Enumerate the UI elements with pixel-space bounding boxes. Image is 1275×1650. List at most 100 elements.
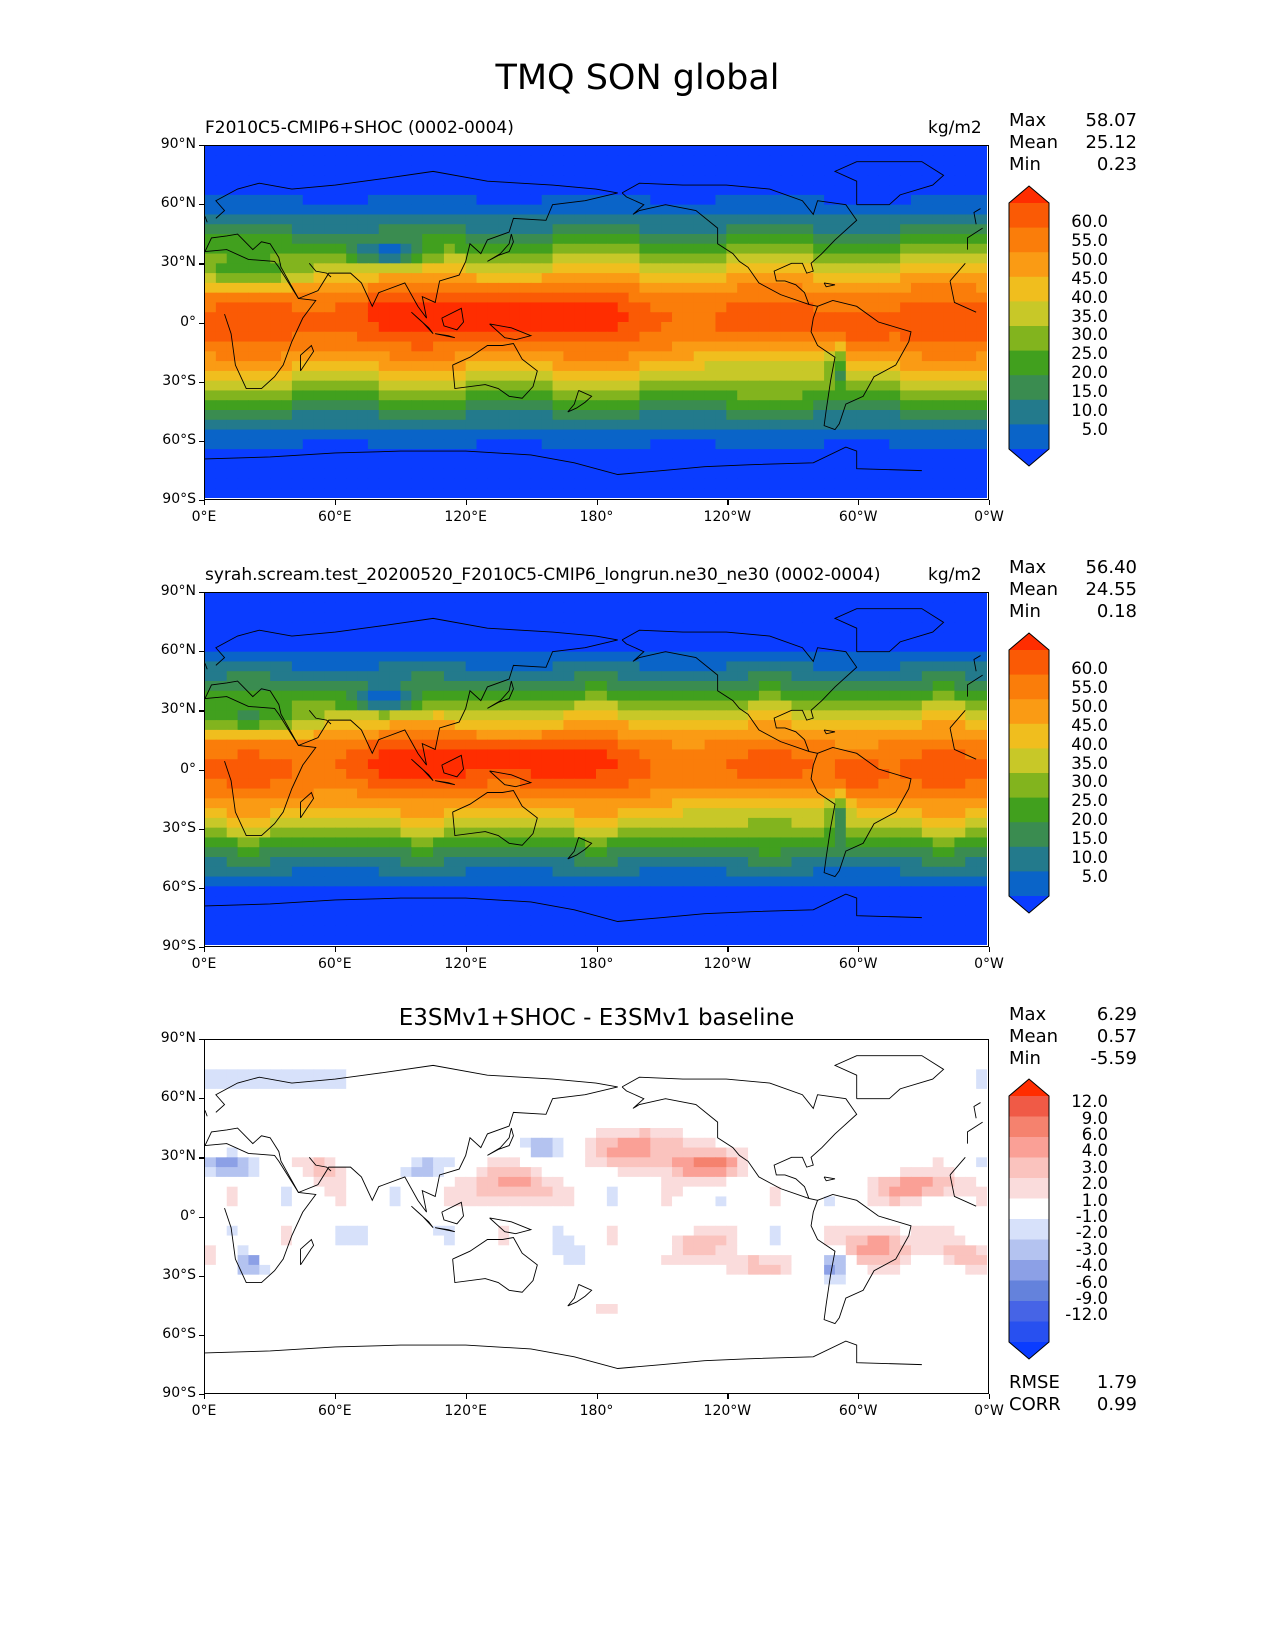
coastline (823, 282, 836, 288)
field-cell (965, 622, 977, 633)
field-cell (845, 817, 858, 829)
field-cell (509, 214, 521, 225)
field-cell (758, 729, 771, 741)
field-cell (552, 847, 565, 858)
field-cell (454, 429, 467, 440)
field-cell (302, 827, 315, 839)
field-cell (845, 720, 858, 731)
field-cell (758, 312, 771, 323)
field-cell (889, 896, 901, 907)
field-cell (834, 302, 847, 313)
field-cell (682, 194, 695, 206)
field-cell (758, 175, 771, 186)
field-cell (259, 837, 271, 848)
field-cell (758, 769, 771, 780)
field-cell (574, 234, 586, 245)
field-cell (378, 905, 391, 917)
field-cell (737, 419, 749, 431)
field-cell (281, 370, 293, 382)
field-cell (476, 194, 488, 206)
field-cell (748, 302, 760, 313)
field-cell (682, 651, 695, 663)
field-cell (628, 602, 641, 614)
field-cell (498, 827, 510, 839)
field-cell (802, 720, 814, 731)
field-cell (270, 720, 282, 731)
field-cell (650, 478, 662, 489)
field-cell (389, 155, 402, 167)
field-cell (748, 292, 760, 304)
field-cell (910, 165, 923, 176)
field-cell (585, 651, 597, 663)
field-cell (650, 380, 662, 392)
field-cell (932, 769, 945, 780)
field-cell (443, 700, 456, 711)
field-cell (878, 155, 890, 167)
field-cell (530, 847, 543, 858)
field-cell (443, 214, 456, 225)
field-cell (302, 690, 315, 702)
field-cell (737, 322, 749, 333)
field-cell (954, 224, 966, 235)
field-cell (617, 622, 630, 633)
field-cell (302, 739, 315, 751)
field-cell (910, 292, 923, 304)
field-cell (639, 214, 651, 225)
field-cell (563, 622, 575, 633)
field-cell (596, 351, 608, 362)
field-cell (650, 282, 662, 294)
field-cell (650, 896, 662, 907)
field-cell (313, 661, 326, 672)
field-cell (389, 468, 402, 480)
field-cell (585, 194, 597, 206)
field-cell (845, 798, 858, 809)
field-cell (302, 700, 315, 711)
field-cell (639, 224, 651, 235)
field-cell (498, 488, 510, 498)
field-cell (628, 204, 641, 216)
field-cell (498, 400, 510, 411)
field-cell (943, 146, 956, 157)
field-cell (302, 759, 315, 770)
field-cell (704, 361, 717, 372)
field-cell (270, 302, 282, 313)
colorbar-tick-label: 45.0 (1071, 268, 1108, 288)
field-cell (791, 593, 803, 604)
field-cell (650, 322, 662, 333)
field-cell (889, 351, 901, 362)
field-cell (552, 419, 565, 431)
field-cell (574, 488, 586, 498)
field-cell (400, 690, 412, 702)
field-cell (606, 866, 619, 878)
field-cell (346, 234, 358, 245)
field-cell (487, 690, 499, 702)
field-cell (834, 612, 847, 623)
field-cell (411, 370, 423, 382)
field-cell (856, 739, 869, 751)
field-cell (726, 351, 738, 362)
field-cell (498, 769, 510, 780)
field-cell (541, 808, 554, 819)
field-cell (834, 700, 847, 711)
field-cell (748, 273, 760, 284)
field-cell (270, 690, 282, 702)
field-cell (519, 661, 532, 672)
field-cell (878, 700, 890, 711)
field-cell (639, 429, 651, 440)
field-cell (443, 827, 456, 839)
field-cell (248, 282, 260, 294)
field-cell (802, 866, 814, 878)
field-cell (422, 876, 434, 887)
field-cell (270, 410, 282, 421)
field-cell (487, 896, 499, 907)
field-cell (737, 214, 749, 225)
field-cell (530, 651, 543, 663)
field-cell (357, 886, 369, 897)
field-cell (226, 243, 239, 255)
field-cell (335, 263, 347, 274)
field-cell (661, 165, 673, 176)
field-cell (378, 661, 391, 672)
field-cell (704, 458, 717, 470)
field-cell (617, 253, 630, 264)
field-cell (596, 253, 608, 264)
